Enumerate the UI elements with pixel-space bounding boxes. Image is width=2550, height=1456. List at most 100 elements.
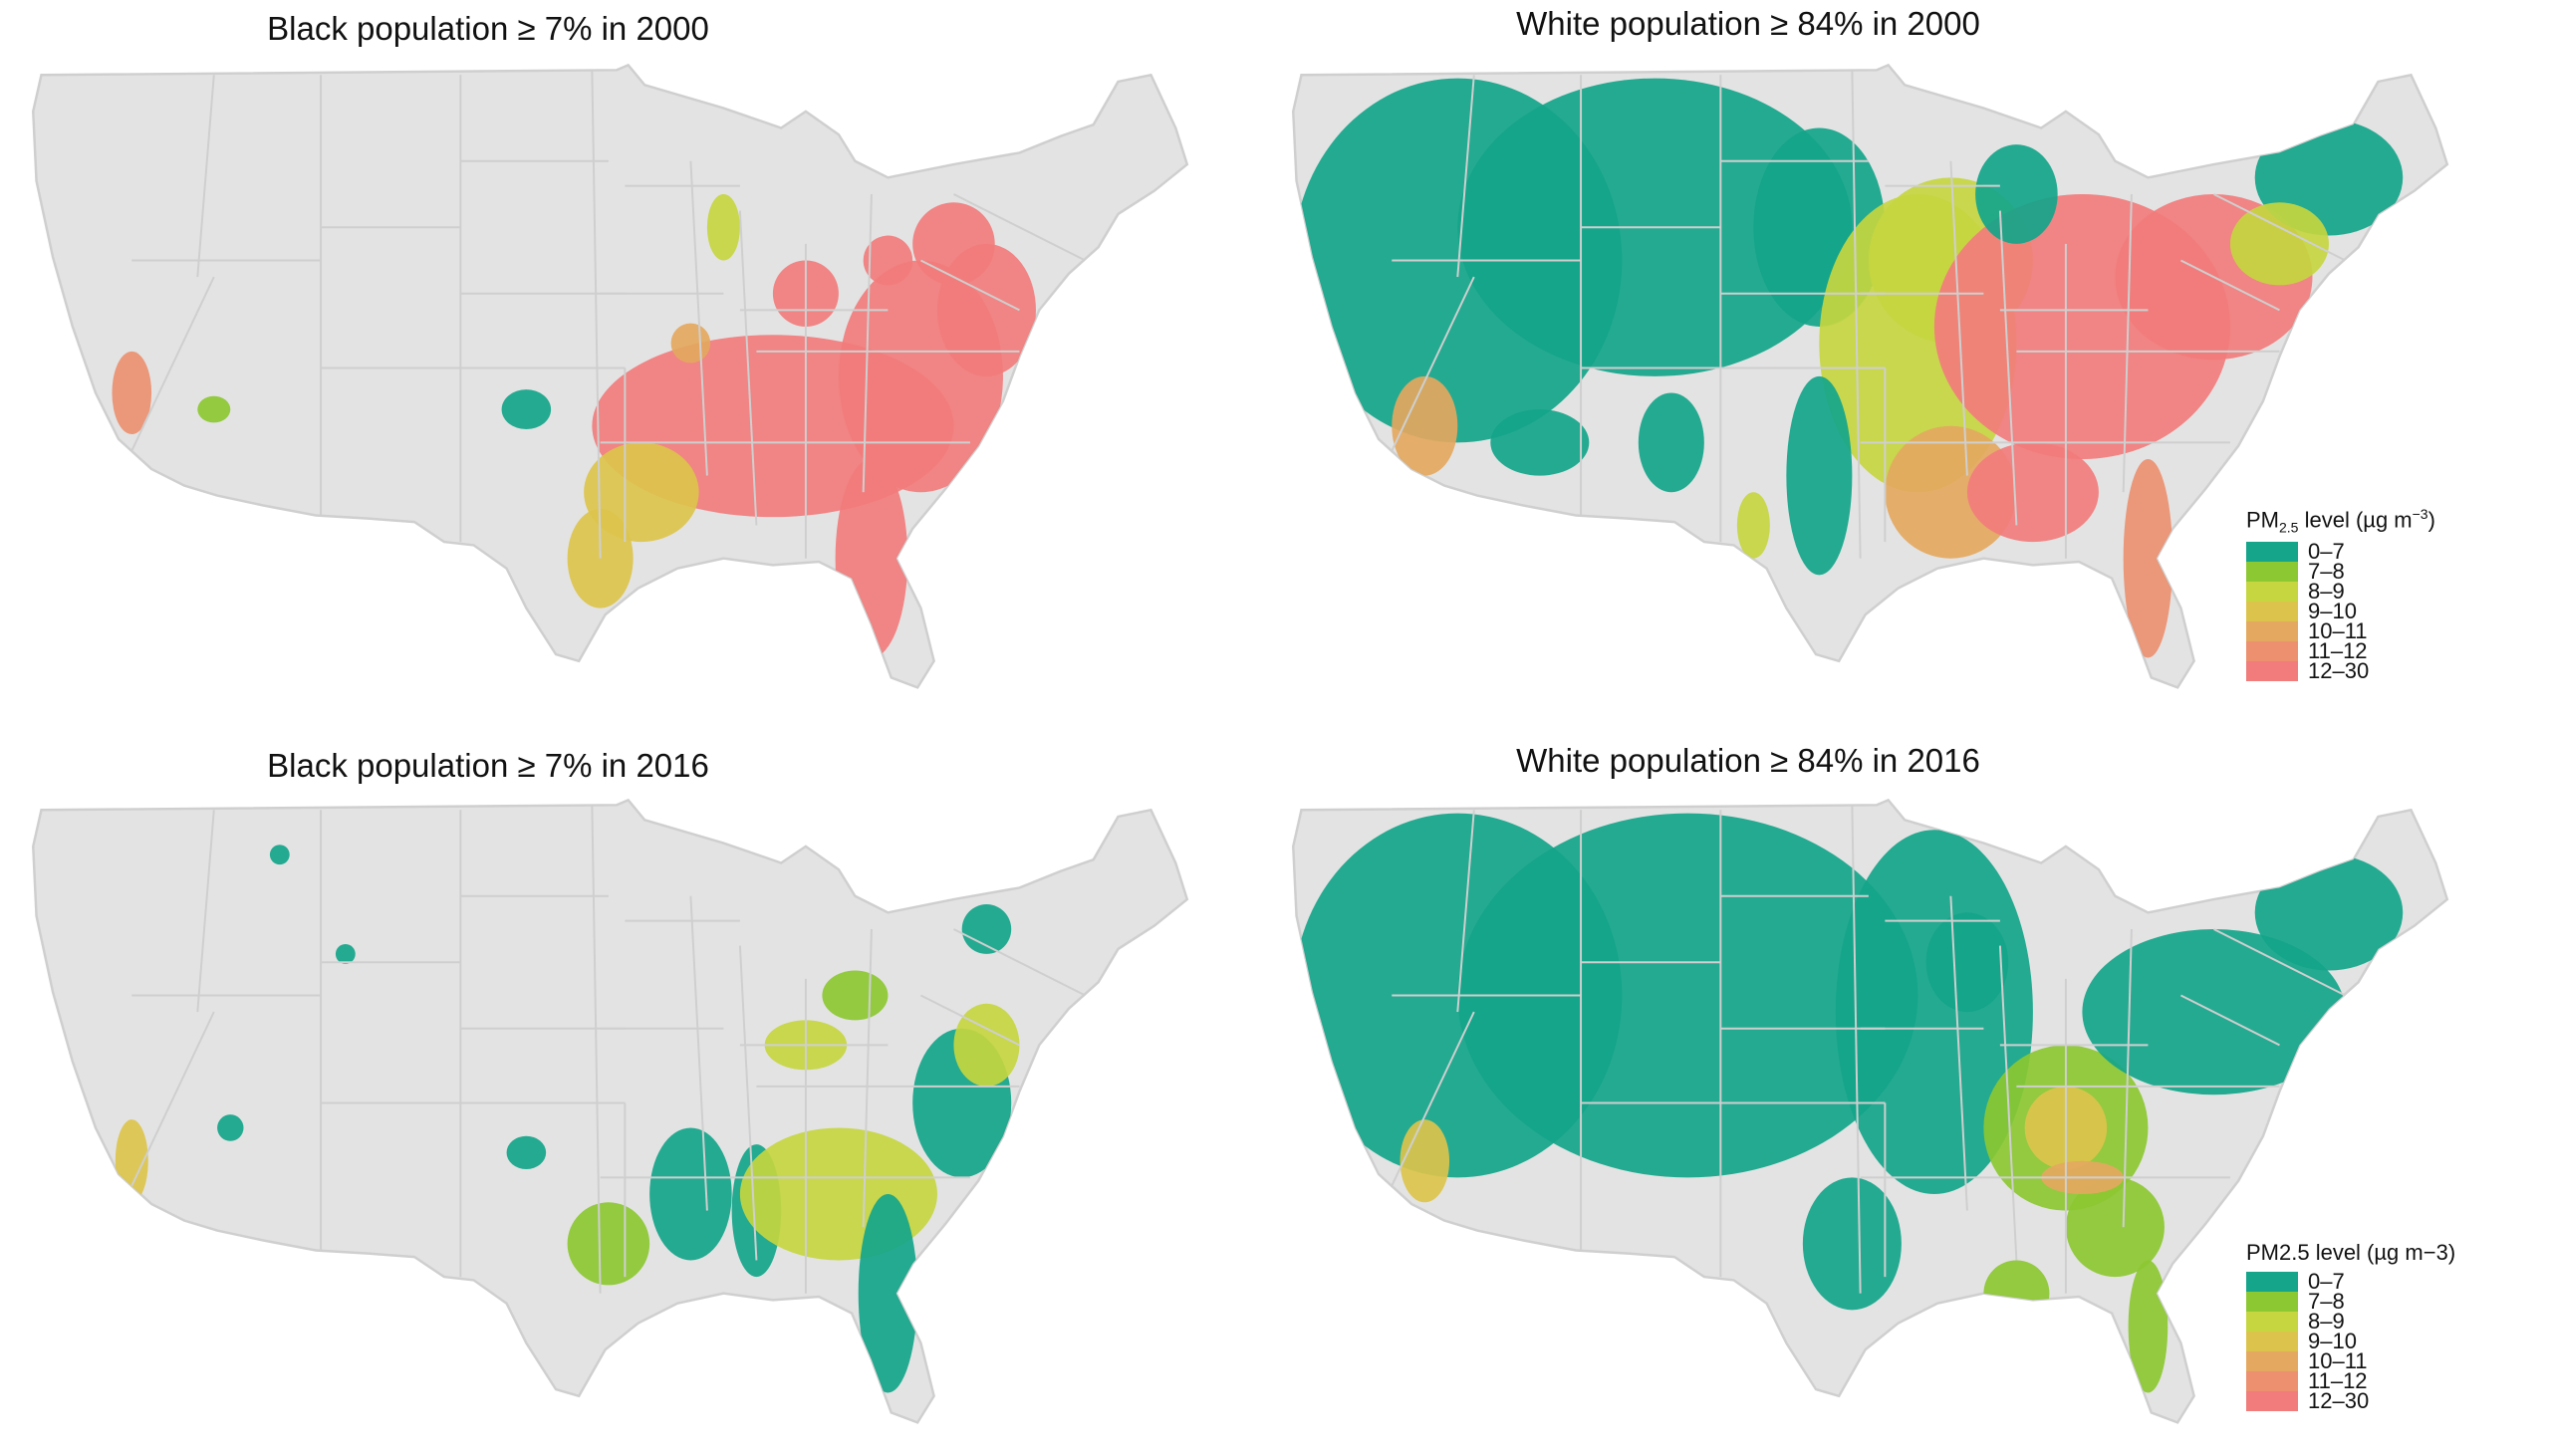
pm25-region (1975, 144, 2058, 244)
legend-item: 11–12 (2246, 639, 2435, 661)
pm25-region (567, 1202, 650, 1286)
legend-label: 10–11 (2308, 1348, 2368, 1373)
pm25-region (1802, 1177, 1902, 1311)
state-border (2213, 928, 2346, 997)
state-border (130, 1011, 215, 1187)
legend-swatch (2246, 620, 2298, 641)
legend-item: 10–11 (2246, 1348, 2455, 1373)
pm25-region (1786, 375, 1853, 576)
legend-2000: PM2.5 level (µg m−3) 0–7 7–8 8–9 9–10 10–11 11… (2246, 506, 2435, 681)
state-border (196, 75, 215, 278)
state-border (1998, 945, 2018, 1261)
pm25-region (1966, 442, 2099, 543)
state-border (738, 945, 758, 1261)
legend-title-part: PM (2246, 507, 2279, 533)
pm25-region (961, 904, 1012, 954)
pm25-region (506, 1135, 547, 1170)
legend-swatch (2246, 1391, 2298, 1411)
legend-label: 9–10 (2308, 598, 2357, 623)
legend-item: 0–7 (2246, 1269, 2455, 1294)
legend-item: 10–11 (2246, 619, 2435, 641)
legend-swatch (2246, 660, 2298, 681)
state-border (1391, 1011, 1475, 1187)
legend-swatch (2246, 541, 2298, 562)
legend-swatch (2246, 1351, 2298, 1371)
state-border (689, 895, 708, 1211)
legend-label: 0–7 (2308, 538, 2345, 564)
panel-title-black-2000: Black population ≥ 7% in 2000 (267, 10, 709, 47)
state-border (591, 805, 602, 1294)
pm25-region (649, 1127, 732, 1261)
legend-swatch (2246, 1292, 2298, 1312)
state-border (1851, 805, 1862, 1294)
pm25-region (1457, 813, 1918, 1178)
legend-label: 7–8 (2308, 558, 2345, 584)
map-black-2000 (25, 62, 1200, 699)
state-border (2213, 193, 2346, 262)
state-border (1949, 895, 1968, 1211)
legend-item: 11–12 (2246, 1368, 2455, 1393)
legend-item: 0–7 (2246, 538, 2435, 564)
legend-label: 0–7 (2308, 1269, 2345, 1294)
legend-2016: PM2.5 level (µg m−3) 0–7 7–8 8–9 9–10 10–11 11… (2246, 1240, 2455, 1413)
pm25-region (1490, 409, 1590, 476)
pm25-region (2254, 854, 2404, 971)
pm25-region (858, 1193, 918, 1393)
state-border (738, 210, 758, 526)
pm25-region (863, 235, 913, 286)
state-border (1456, 75, 1475, 278)
pm25-region (953, 1003, 1020, 1087)
legend-item: 9–10 (2246, 1329, 2455, 1353)
state-border (2179, 259, 2280, 312)
state-border (130, 276, 215, 452)
legend-item: 12–30 (2246, 1388, 2455, 1413)
panel-title-black-2016: Black population ≥ 7% in 2016 (267, 747, 709, 784)
pm25-region (912, 202, 995, 286)
state-border (919, 994, 1020, 1047)
pm25-region (2065, 1177, 2165, 1278)
legend-label: 7–8 (2308, 1289, 2345, 1314)
legend-item: 7–8 (2246, 1289, 2455, 1314)
state-border (1998, 210, 2018, 526)
legend-label: 8–9 (2308, 1309, 2345, 1334)
legend-item: 12–30 (2246, 657, 2435, 683)
pm25-region (217, 1114, 244, 1141)
pm25-region (335, 943, 356, 964)
pm25-region (112, 351, 152, 435)
pm25-region (1736, 492, 1770, 559)
pm25-region (197, 395, 231, 423)
panel-title-white-2016: White population ≥ 84% in 2016 (1516, 742, 1980, 779)
pm25-region (269, 845, 290, 865)
state-border (919, 259, 1020, 312)
legend-swatch (2246, 561, 2298, 582)
legend-title-part: −3 (2412, 506, 2428, 522)
legend-item: 7–8 (2246, 558, 2435, 584)
state-border (1391, 276, 1475, 452)
legend-label: 9–10 (2308, 1329, 2357, 1353)
legend-item: 8–9 (2246, 1309, 2455, 1334)
pm25-region (1983, 1260, 2050, 1327)
legend-swatch (2246, 640, 2298, 661)
pm25-region (1400, 1119, 1450, 1203)
pm25-region (2128, 1260, 2168, 1393)
legend-label: 12–30 (2308, 657, 2370, 683)
legend-swatch (2246, 1312, 2298, 1332)
map-white-2000 (1285, 62, 2460, 699)
state-border (2179, 994, 2280, 1047)
pm25-region (1638, 392, 1704, 493)
legend-label: 11–12 (2308, 1368, 2368, 1393)
legend-swatch (2246, 1371, 2298, 1391)
legend-swatch (2246, 601, 2298, 621)
legend-title-part: 2.5 (2279, 519, 2299, 536)
state-border (196, 810, 215, 1013)
legend-item: 8–9 (2246, 580, 2435, 602)
panel-title-white-2000: White population ≥ 84% in 2000 (1516, 5, 1980, 42)
pm25-region (822, 970, 889, 1021)
legend-label: 12–30 (2308, 1388, 2370, 1413)
pm25-region (1925, 912, 2009, 1013)
state-border (689, 160, 708, 476)
legend-item: 9–10 (2246, 598, 2435, 623)
state-border (1456, 810, 1475, 1013)
legend-title-part: ) (2427, 507, 2435, 533)
pm25-region (1885, 425, 2017, 559)
